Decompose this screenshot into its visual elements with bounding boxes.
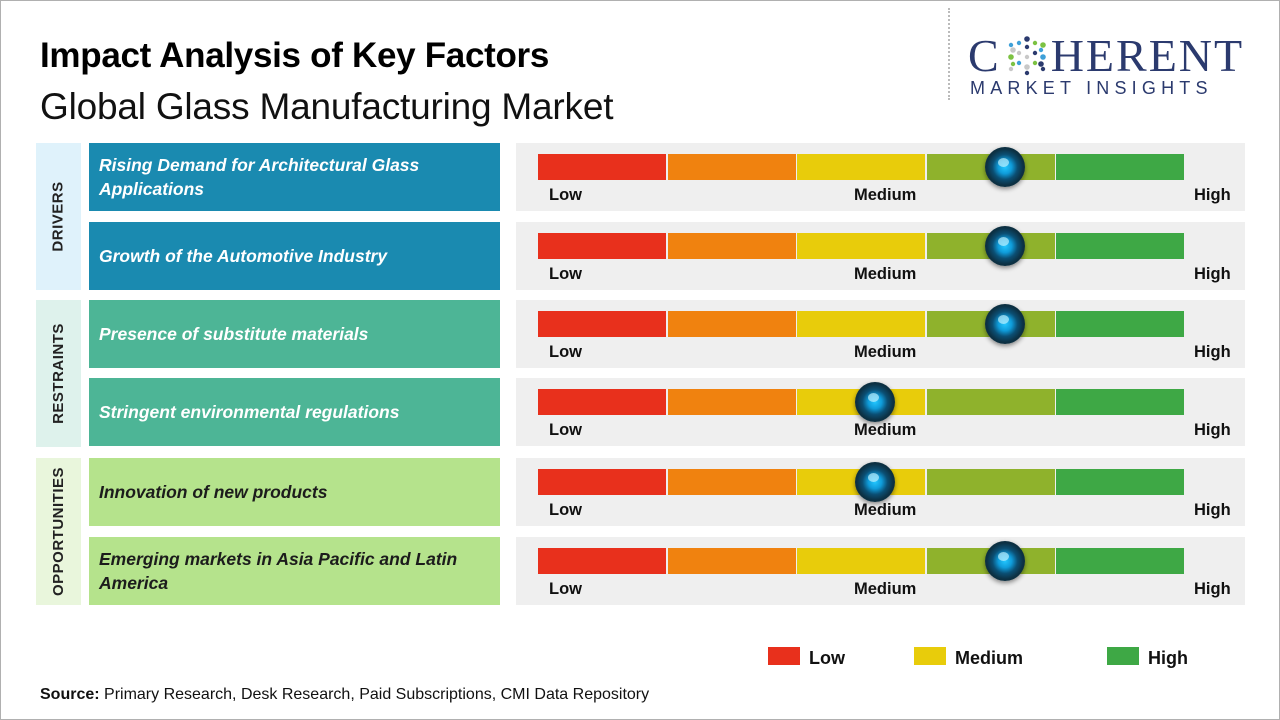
legend-label-low: Low — [809, 648, 845, 668]
logo-dot — [1032, 40, 1037, 46]
category-restraints: RESTRAINTS — [36, 300, 81, 447]
factor-label: Growth of the Automotive Industry — [89, 222, 500, 290]
logo-dot — [1024, 70, 1029, 76]
chart-subtitle: Global Glass Manufacturing Market — [40, 86, 614, 127]
scale-label-high: High — [1194, 421, 1231, 439]
logo-dot — [1008, 42, 1013, 48]
gauge-segment — [667, 469, 796, 495]
gauge-segment — [797, 154, 926, 180]
impact-indicator — [854, 382, 895, 422]
scale-label-high: High — [1194, 501, 1231, 519]
gauge-segment — [926, 389, 1055, 415]
gauge-segment — [667, 154, 796, 180]
gauge-segment — [667, 548, 796, 574]
scale-label-medium: Medium — [854, 421, 917, 439]
gauge-segment — [797, 311, 926, 337]
scale-label-medium: Medium — [854, 501, 917, 519]
scale-label-low: Low — [549, 580, 582, 598]
impact-indicator — [984, 147, 1025, 187]
logo-divider — [948, 8, 950, 100]
gauge-segment — [1056, 389, 1185, 415]
chart-title: Impact Analysis of Key Factors — [40, 36, 550, 75]
scale-label-medium: Medium — [854, 580, 917, 598]
logo-dot — [1040, 66, 1045, 72]
gauge-segment — [1056, 548, 1185, 574]
logo-dot — [1032, 50, 1037, 56]
impact-indicator — [854, 462, 895, 502]
logo-dot — [1016, 60, 1021, 66]
legend-swatch-low — [768, 647, 800, 665]
gauge-segment — [538, 548, 667, 574]
scale-label-high: High — [1194, 580, 1231, 598]
logo-dot — [1024, 44, 1029, 50]
legend-label-high: High — [1148, 648, 1188, 668]
gauge-segment — [538, 154, 667, 180]
scale-label-medium: Medium — [854, 265, 917, 283]
category-label: OPPORTUNITIES — [50, 466, 68, 597]
logo-dot — [1038, 47, 1043, 53]
gauge-segment — [538, 311, 667, 337]
logo-dots-icon — [1007, 36, 1046, 76]
category-opportunities: OPPORTUNITIES — [36, 458, 81, 605]
logo-dot — [1008, 66, 1013, 72]
gauge-segment — [667, 233, 796, 259]
scale-label-low: Low — [549, 265, 582, 283]
scale-label-low: Low — [549, 186, 582, 204]
legend-swatch-medium — [914, 647, 946, 665]
logo-dot — [1010, 61, 1015, 67]
logo-dot — [1009, 47, 1016, 53]
logo-letters: HERENT — [1050, 29, 1245, 81]
category-drivers: DRIVERS — [36, 143, 81, 290]
category-label: DRIVERS — [50, 181, 67, 252]
logo-dot — [1039, 54, 1046, 60]
logo-dot — [1016, 50, 1021, 56]
logo-dot — [1039, 42, 1046, 48]
logo-subtext: MARKET INSIGHTS — [970, 78, 1213, 98]
gauge-segment — [1056, 469, 1185, 495]
logo-dot — [1007, 54, 1014, 60]
source-note: Source: Primary Research, Desk Research,… — [40, 686, 649, 704]
impact-indicator — [984, 304, 1025, 344]
factor-label: Innovation of new products — [89, 458, 500, 526]
gauge-segment — [1056, 311, 1185, 337]
factor-label: Presence of substitute materials — [89, 300, 500, 368]
factor-label: Rising Demand for Architectural Glass Ap… — [89, 143, 500, 211]
gauge-segment — [538, 389, 667, 415]
logo-dot — [1023, 64, 1030, 70]
gauge-segment — [797, 548, 926, 574]
legend-swatch-high — [1107, 647, 1139, 665]
impact-indicator — [984, 226, 1025, 266]
logo-dot — [1016, 40, 1021, 46]
source-text: Primary Research, Desk Research, Paid Su… — [99, 686, 650, 703]
scale-label-low: Low — [549, 501, 582, 519]
gauge-segment — [538, 233, 667, 259]
legend-label-medium: Medium — [955, 648, 1024, 668]
gauge-segment — [1056, 154, 1185, 180]
scale-label-medium: Medium — [854, 186, 917, 204]
logo-dot — [1037, 61, 1044, 67]
impact-indicator — [984, 541, 1025, 581]
gauge-segment — [538, 469, 667, 495]
scale-label-low: Low — [549, 343, 582, 361]
gauge-segment — [667, 389, 796, 415]
gauge-segment — [667, 311, 796, 337]
scale-label-low: Low — [549, 421, 582, 439]
gauge-segment — [1056, 233, 1185, 259]
scale-label-high: High — [1194, 343, 1231, 361]
logo-dot — [1032, 60, 1037, 66]
category-label: RESTRAINTS — [50, 323, 67, 424]
factor-label: Stringent environmental regulations — [89, 378, 500, 446]
company-logo: C HERENT — [968, 29, 1245, 81]
gauge-segment — [797, 233, 926, 259]
scale-label-high: High — [1194, 186, 1231, 204]
scale-label-high: High — [1194, 265, 1231, 283]
scale-label-medium: Medium — [854, 343, 917, 361]
source-label: Source: — [40, 686, 100, 703]
gauge-segment — [926, 469, 1055, 495]
factor-label: Emerging markets in Asia Pacific and Lat… — [89, 537, 500, 605]
logo-dot — [1023, 36, 1030, 42]
logo-letter-c: C — [968, 29, 1001, 81]
logo-dot — [1024, 54, 1029, 60]
